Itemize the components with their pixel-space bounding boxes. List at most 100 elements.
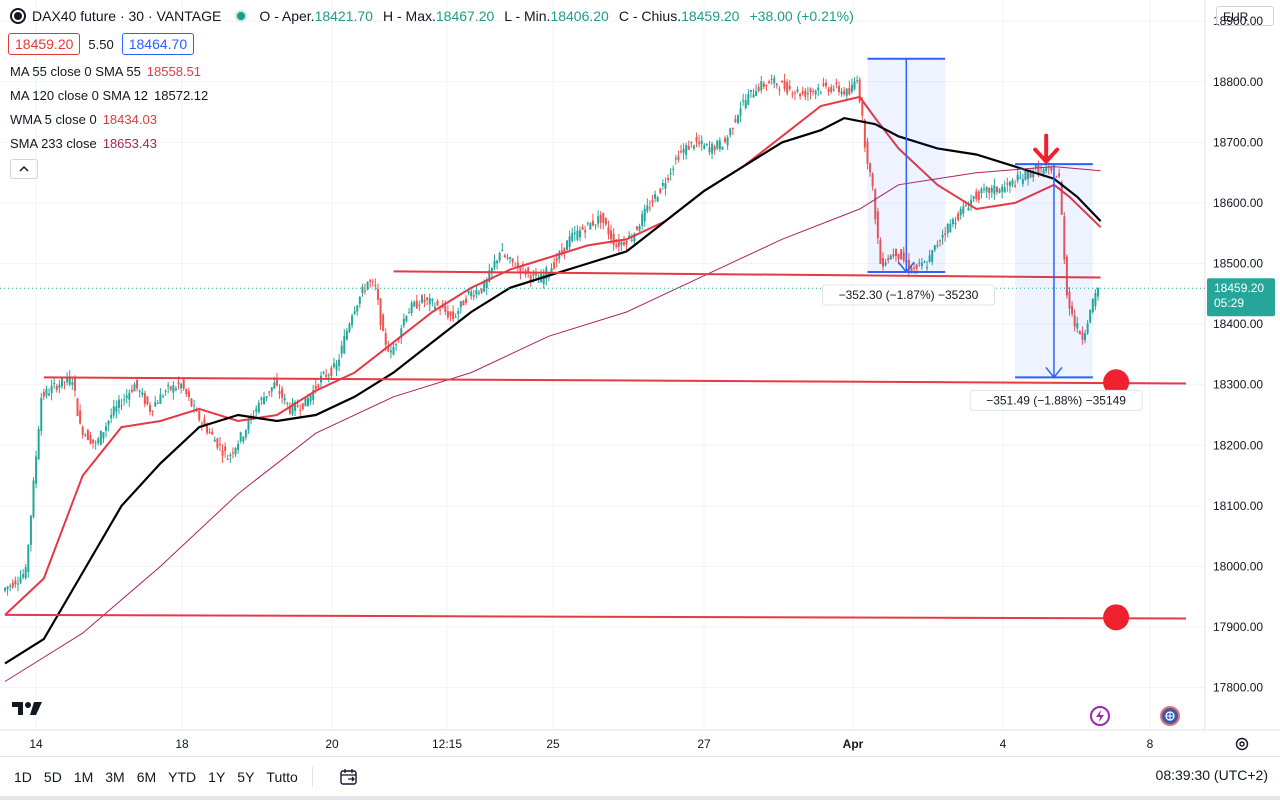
bid-price[interactable]: 18459.20	[8, 33, 81, 55]
indicator-name: MA 120 close 0 SMA 12	[10, 88, 149, 103]
candle-body	[81, 427, 84, 436]
candle-body	[516, 262, 519, 267]
indicator-ma55[interactable]: MA 55 close 0 SMA 55 18558.51	[10, 64, 201, 79]
range-1d[interactable]: 1D	[14, 769, 32, 785]
candle-body	[102, 432, 105, 439]
candle-body	[143, 393, 146, 405]
candle-body	[498, 253, 501, 261]
candle-body	[897, 254, 900, 259]
candle-body	[185, 389, 188, 395]
measure-label-bg	[969, 389, 1143, 411]
candle-body	[529, 275, 532, 281]
candle-body	[765, 84, 768, 87]
candle-body	[40, 397, 43, 432]
candle-body	[788, 86, 791, 89]
candle-body	[672, 168, 675, 170]
candle-body	[718, 140, 721, 150]
candle-body	[94, 442, 97, 444]
collapse-legend-button[interactable]	[10, 159, 38, 179]
chart-series	[4, 73, 1102, 682]
candle-body	[941, 234, 944, 238]
candle-body	[488, 270, 491, 282]
candle-body	[97, 438, 100, 443]
candle-body	[752, 94, 755, 98]
candle-body	[664, 183, 667, 189]
range-6m[interactable]: 6M	[136, 769, 157, 785]
candle-body	[1045, 167, 1048, 172]
candle-body	[190, 398, 193, 407]
candle-body	[882, 258, 885, 267]
range-1y[interactable]: 1Y	[208, 769, 226, 785]
candle-body	[1091, 299, 1094, 312]
range-5y[interactable]: 5Y	[237, 769, 255, 785]
candle-body	[286, 402, 289, 404]
candle-body	[304, 397, 307, 407]
ask-price[interactable]: 18464.70	[121, 33, 195, 55]
candle-body	[729, 128, 732, 136]
candle-body	[493, 261, 496, 268]
y-tick-label: 18100.00	[1213, 499, 1263, 513]
candle-body	[573, 232, 576, 234]
range-5d[interactable]: 5D	[43, 769, 62, 785]
candle-body	[796, 89, 799, 92]
candle-body	[506, 257, 509, 259]
gear-icon[interactable]	[1234, 736, 1250, 752]
candle-body	[1006, 183, 1009, 185]
candle-body	[294, 402, 297, 411]
range-all[interactable]: Tutto	[266, 769, 298, 785]
candle-body	[278, 390, 281, 395]
candle-body	[392, 346, 395, 355]
candle-body	[115, 406, 118, 412]
candle-body	[50, 385, 53, 394]
candle-body	[1081, 332, 1084, 340]
indicator-ma120[interactable]: MA 120 close 0 SMA 12 18572.12	[10, 88, 208, 103]
candle-body	[744, 100, 747, 109]
candle-body	[791, 93, 794, 95]
calendar-goto-icon[interactable]	[339, 768, 359, 786]
economic-events-icon[interactable]	[1160, 706, 1180, 726]
candle-body	[910, 267, 913, 273]
candle-body	[37, 429, 40, 460]
candle-body	[353, 311, 356, 314]
horizontal-line	[43, 376, 1187, 385]
candle-body	[858, 79, 861, 102]
lightning-icon[interactable]	[1090, 706, 1110, 726]
candle-body	[819, 91, 822, 93]
candle-body	[1029, 172, 1032, 178]
candle-body	[63, 381, 66, 383]
candle-body	[426, 297, 429, 300]
candle-body	[402, 318, 405, 326]
candle-body	[845, 88, 848, 96]
candle-body	[581, 226, 584, 230]
symbol-title[interactable]: DAX40 future · 30 · VANTAGE	[32, 8, 222, 24]
candle-body	[1065, 256, 1068, 296]
candle-body	[418, 304, 421, 307]
candle-body	[436, 300, 439, 306]
range-ytd[interactable]: YTD	[168, 769, 197, 785]
target-dot	[1103, 604, 1130, 631]
candle-body	[957, 213, 960, 221]
price-tag-bg	[1207, 278, 1275, 317]
candle-body	[45, 389, 48, 396]
candle-body	[998, 189, 1001, 193]
currency-select[interactable]: EUR	[1216, 6, 1274, 26]
candle-body	[117, 399, 120, 408]
indicator-wma5[interactable]: WMA 5 close 0 18434.03	[10, 112, 157, 127]
range-3m[interactable]: 3M	[105, 769, 125, 785]
clock[interactable]: 08:39:30 (UTC+2)	[1155, 767, 1268, 783]
indicator-sma233[interactable]: SMA 233 close 18653.43	[10, 136, 157, 151]
chart-grid	[0, 0, 1280, 731]
candle-body	[749, 90, 752, 92]
candle-body	[628, 235, 631, 239]
range-1m[interactable]: 1M	[73, 769, 94, 785]
y-tick-label: 18200.00	[1213, 438, 1263, 452]
chart-header: DAX40 future · 30 · VANTAGE O - Aper. 18…	[0, 0, 864, 32]
candle-body	[612, 233, 615, 246]
candle-body	[726, 137, 729, 146]
candle-body	[327, 375, 330, 377]
candle-body	[338, 359, 341, 366]
series-line	[4, 166, 1101, 682]
candle-body	[995, 186, 998, 192]
candle-body	[980, 188, 983, 193]
